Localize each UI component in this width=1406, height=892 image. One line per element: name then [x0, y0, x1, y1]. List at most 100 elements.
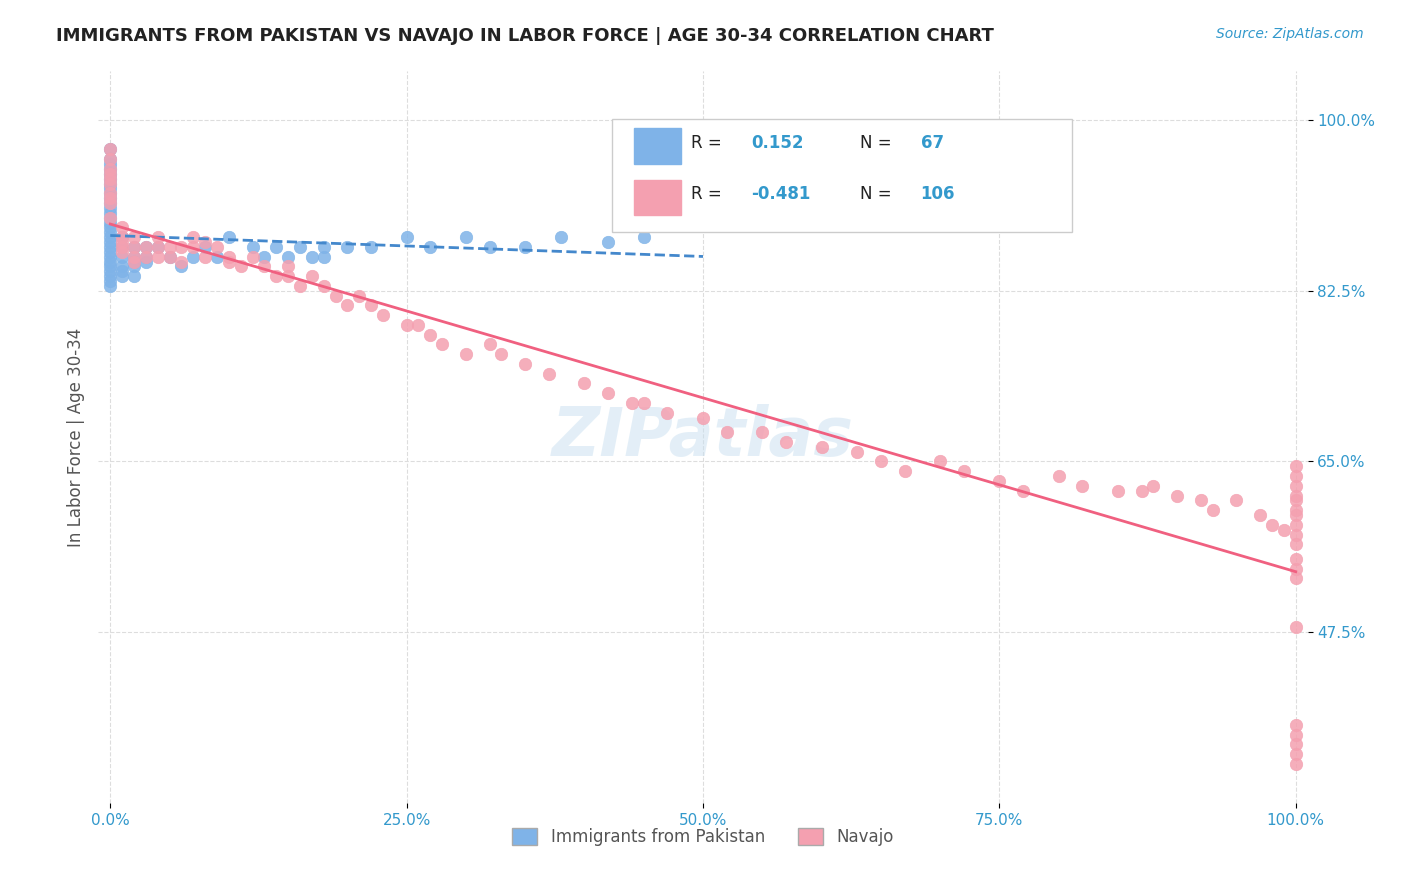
Legend: Immigrants from Pakistan, Navajo: Immigrants from Pakistan, Navajo: [506, 822, 900, 853]
Point: [1285, 756, 1308, 771]
Point: [1285, 562, 1308, 576]
Text: 67: 67: [921, 134, 943, 152]
Point: [194, 240, 217, 254]
Point: [360, 240, 382, 254]
Point: [1272, 523, 1295, 537]
Point: [98, 161, 121, 176]
Point: [312, 279, 335, 293]
Point: [135, 240, 157, 254]
Point: [253, 260, 276, 274]
Point: [491, 347, 513, 361]
Point: [598, 386, 620, 401]
Point: [181, 240, 204, 254]
Point: [1249, 508, 1271, 522]
Point: [122, 230, 145, 244]
Point: [657, 406, 679, 420]
Point: [988, 474, 1011, 488]
Point: [170, 240, 193, 254]
Point: [194, 235, 217, 249]
Point: [98, 196, 121, 211]
Point: [111, 250, 134, 264]
Point: [1285, 527, 1308, 541]
Point: [312, 250, 335, 264]
Point: [1189, 493, 1212, 508]
Point: [952, 464, 974, 478]
Point: [371, 308, 394, 322]
FancyBboxPatch shape: [613, 119, 1071, 232]
Point: [98, 191, 121, 205]
Point: [98, 177, 121, 191]
Point: [1285, 479, 1308, 493]
Point: [893, 464, 915, 478]
Point: [1285, 737, 1308, 751]
Point: [218, 254, 240, 268]
Point: [146, 240, 169, 254]
Point: [111, 235, 134, 249]
Point: [1285, 517, 1308, 532]
Point: [98, 186, 121, 201]
Point: [98, 260, 121, 274]
Point: [98, 142, 121, 156]
Point: [288, 279, 311, 293]
Point: [454, 230, 477, 244]
Point: [408, 318, 430, 332]
Point: [135, 250, 157, 264]
Point: [1285, 459, 1308, 474]
FancyBboxPatch shape: [634, 128, 682, 164]
Text: N =: N =: [860, 134, 897, 152]
Point: [98, 240, 121, 254]
Point: [181, 250, 204, 264]
Point: [218, 250, 240, 264]
Point: [419, 240, 441, 254]
Text: Source: ZipAtlas.com: Source: ZipAtlas.com: [1216, 27, 1364, 41]
Point: [347, 288, 370, 302]
Point: [264, 240, 287, 254]
Point: [1130, 483, 1153, 498]
Point: [301, 250, 323, 264]
Point: [122, 240, 145, 254]
Point: [98, 235, 121, 249]
Point: [1202, 503, 1225, 517]
Point: [98, 250, 121, 264]
Point: [122, 269, 145, 284]
Point: [1012, 483, 1035, 498]
Point: [242, 250, 264, 264]
Point: [111, 220, 134, 235]
Point: [98, 211, 121, 225]
Text: R =: R =: [690, 186, 727, 203]
Point: [98, 206, 121, 220]
Point: [98, 254, 121, 268]
Point: [146, 230, 169, 244]
Point: [869, 454, 891, 468]
Point: [692, 410, 714, 425]
Point: [574, 376, 596, 391]
Point: [111, 240, 134, 254]
Point: [1285, 493, 1308, 508]
Point: [253, 250, 276, 264]
Point: [122, 254, 145, 268]
Point: [111, 244, 134, 259]
Point: [1225, 493, 1247, 508]
Point: [1285, 747, 1308, 761]
Point: [98, 191, 121, 205]
Point: [929, 454, 952, 468]
Point: [336, 240, 359, 254]
Y-axis label: In Labor Force | Age 30-34: In Labor Force | Age 30-34: [66, 327, 84, 547]
Point: [478, 337, 501, 351]
Point: [98, 279, 121, 293]
Point: [478, 240, 501, 254]
Point: [98, 171, 121, 186]
Point: [1285, 552, 1308, 566]
Point: [205, 250, 228, 264]
Point: [111, 269, 134, 284]
Point: [122, 250, 145, 264]
Point: [122, 240, 145, 254]
Point: [537, 367, 560, 381]
Text: 106: 106: [921, 186, 955, 203]
Point: [454, 347, 477, 361]
Point: [515, 357, 537, 371]
Point: [716, 425, 738, 440]
Point: [98, 181, 121, 195]
Point: [98, 177, 121, 191]
Point: [218, 230, 240, 244]
